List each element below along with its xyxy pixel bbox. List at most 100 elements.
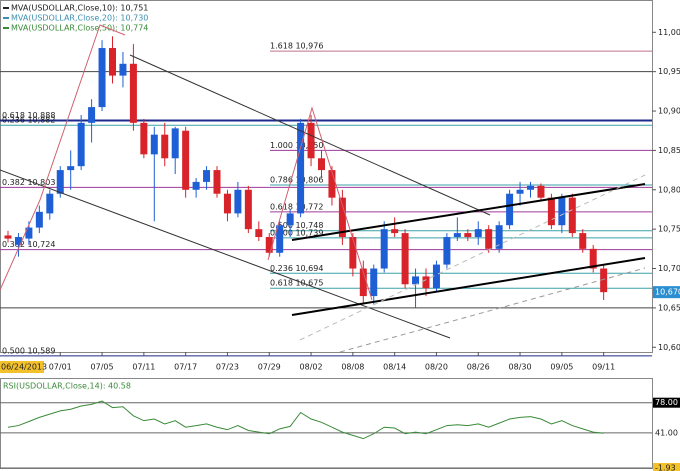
fib-label: 0.500 10,748 (270, 221, 323, 230)
candle-body (119, 63, 127, 76)
swing-line (267, 106, 373, 301)
candle-body (171, 128, 179, 159)
trend-line (291, 257, 646, 316)
candle-body (453, 233, 461, 238)
fib-label: 1.000 10,850 (270, 141, 323, 150)
legend-label: MVA(USDOLLAR,Close,50): 10,774 (11, 24, 148, 33)
candle-body (318, 158, 325, 171)
candle-body (35, 211, 43, 228)
rsi-tick-box (653, 427, 680, 438)
fib-label: 0.618 10,888 (2, 111, 55, 120)
rsi-line (7, 400, 604, 440)
candle-body (412, 276, 420, 285)
swing-line (0, 24, 126, 291)
trend-line (299, 174, 646, 341)
x-tick-label: 08/30 (509, 363, 532, 372)
candle-body (203, 170, 211, 182)
rsi-title: RSI(USDOLLAR,Close,14): 40.58 (3, 382, 131, 391)
candle-body (506, 193, 514, 226)
x-tick-label: 08/08 (341, 363, 364, 372)
candle-body (443, 237, 451, 265)
fib-label: 0.786 10,806 (270, 176, 323, 185)
candle-body (547, 197, 555, 226)
y-tick-label: 10,600 (658, 343, 680, 352)
candle-body (182, 130, 190, 190)
candle-body (328, 170, 336, 198)
candle-body (4, 235, 12, 239)
rsi-tick-label: 78.00 (655, 398, 678, 407)
x-tick-label: 09/05 (550, 363, 573, 372)
fib-label: 1.618 10,976 (270, 42, 323, 51)
x-tick-label: 07/23 (216, 363, 239, 372)
candle-body (223, 193, 231, 214)
price-tag (653, 286, 680, 299)
candle-body (474, 229, 482, 238)
price-tag-label: 10,670 (655, 288, 680, 297)
x-tick-label: 08/20 (425, 363, 448, 372)
x-tick-label: 07/11 (132, 363, 155, 372)
candle-body (244, 189, 252, 230)
candle-body (495, 225, 503, 249)
candle-body (98, 48, 106, 108)
legend-label: MVA(USDOLLAR,Close,20): 10,730 (11, 14, 148, 23)
y-tick-label: 10,900 (658, 107, 680, 116)
candle-body (527, 185, 534, 190)
fib-label: 0.500 10,589 (2, 346, 55, 355)
candle-body (67, 166, 75, 171)
x-tick-label: 07/05 (91, 363, 114, 372)
candle-body (370, 268, 378, 297)
candle-body (485, 229, 493, 249)
y-tick-label: 10,750 (658, 225, 680, 234)
candle-body (88, 107, 96, 123)
trend-lines (0, 24, 646, 353)
trend-line (129, 54, 491, 216)
candle-body (558, 197, 566, 226)
candle-body (150, 134, 158, 155)
trend-line (339, 267, 646, 353)
fib-label: 0.382 10,803 (2, 178, 55, 187)
fib-label: 0.618 10,772 (270, 202, 323, 211)
candle-body (46, 193, 54, 214)
candle-body (234, 189, 242, 214)
y-tick-label: 10,850 (658, 146, 680, 155)
candle-body (380, 229, 388, 269)
x-tick-label: 07/01 (49, 363, 72, 372)
candle-body (14, 237, 22, 245)
trend-line (0, 169, 451, 339)
candle-body (140, 122, 148, 155)
candle-body (286, 213, 294, 226)
x-tick-label: 08/02 (300, 363, 323, 372)
fib-label: 0.236 10,694 (270, 264, 323, 273)
candle-body (589, 248, 597, 269)
y-tick-label: 11,000 (658, 28, 680, 37)
candle-body (161, 134, 169, 159)
candle-body (77, 122, 85, 167)
candle-body (432, 264, 440, 289)
candle-body (25, 227, 33, 239)
legend-label: MVA(USDOLLAR,Close,10): 10,751 (11, 4, 148, 13)
candle-body (349, 237, 357, 269)
date-label: 06/24/2013 (1, 363, 47, 372)
candle-body (255, 229, 263, 238)
x-tick-label: 07/29 (258, 363, 281, 372)
candle-body (276, 225, 284, 253)
y-tick-label: 10,650 (658, 303, 680, 312)
candle-body (568, 197, 576, 234)
candle-body (192, 181, 200, 190)
candle-body (213, 170, 221, 194)
candle-body (422, 276, 430, 289)
price-panel (0, 0, 653, 353)
candle-body (579, 233, 587, 249)
candle-body (56, 170, 64, 194)
rsi-tick-box (653, 397, 680, 408)
y-tick-label: 10,800 (658, 185, 680, 194)
candle-body (359, 268, 367, 297)
x-tick-label: 07/17 (174, 363, 197, 372)
candle-body (516, 189, 524, 194)
rsi-tick-label: 41.00 (655, 428, 678, 437)
candle-body (600, 268, 608, 293)
y-tick-label: 10,950 (658, 67, 680, 76)
rsi-tick-box (653, 463, 680, 471)
